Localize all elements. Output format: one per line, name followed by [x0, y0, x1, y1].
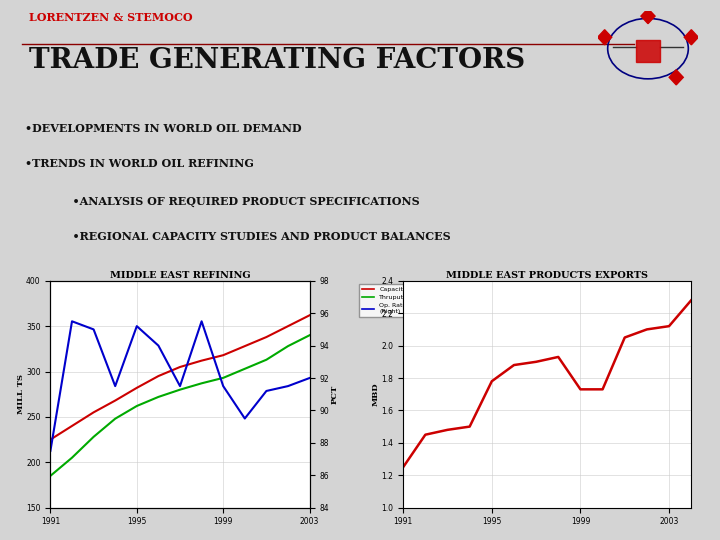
Y-axis label: MILL TS: MILL TS: [17, 374, 24, 414]
Y-axis label: PCT: PCT: [330, 384, 338, 404]
Polygon shape: [684, 30, 698, 45]
Polygon shape: [641, 9, 655, 24]
Text: •DEVELOPMENTS IN WORLD OIL DEMAND: •DEVELOPMENTS IN WORLD OIL DEMAND: [25, 124, 302, 134]
Text: TRADE GENERATING FACTORS: TRADE GENERATING FACTORS: [29, 46, 525, 73]
Polygon shape: [669, 70, 683, 85]
Text: LORENTZEN & STEMOCO: LORENTZEN & STEMOCO: [29, 12, 192, 23]
Text: •TRENDS IN WORLD OIL REFINING: •TRENDS IN WORLD OIL REFINING: [25, 158, 254, 170]
Polygon shape: [598, 30, 612, 45]
Y-axis label: MBD: MBD: [372, 382, 380, 406]
Title: MIDDLE EAST REFINING: MIDDLE EAST REFINING: [109, 271, 251, 280]
Title: MIDDLE EAST PRODUCTS EXPORTS: MIDDLE EAST PRODUCTS EXPORTS: [446, 271, 648, 280]
FancyBboxPatch shape: [636, 39, 660, 62]
Legend: Capacity, Thruput, Op. Rate
(Right): Capacity, Thruput, Op. Rate (Right): [359, 284, 410, 317]
Text: •ANALYSIS OF REQUIRED PRODUCT SPECIFICATIONS: •ANALYSIS OF REQUIRED PRODUCT SPECIFICAT…: [57, 197, 420, 207]
Text: •REGIONAL CAPACITY STUDIES AND PRODUCT BALANCES: •REGIONAL CAPACITY STUDIES AND PRODUCT B…: [57, 231, 451, 242]
